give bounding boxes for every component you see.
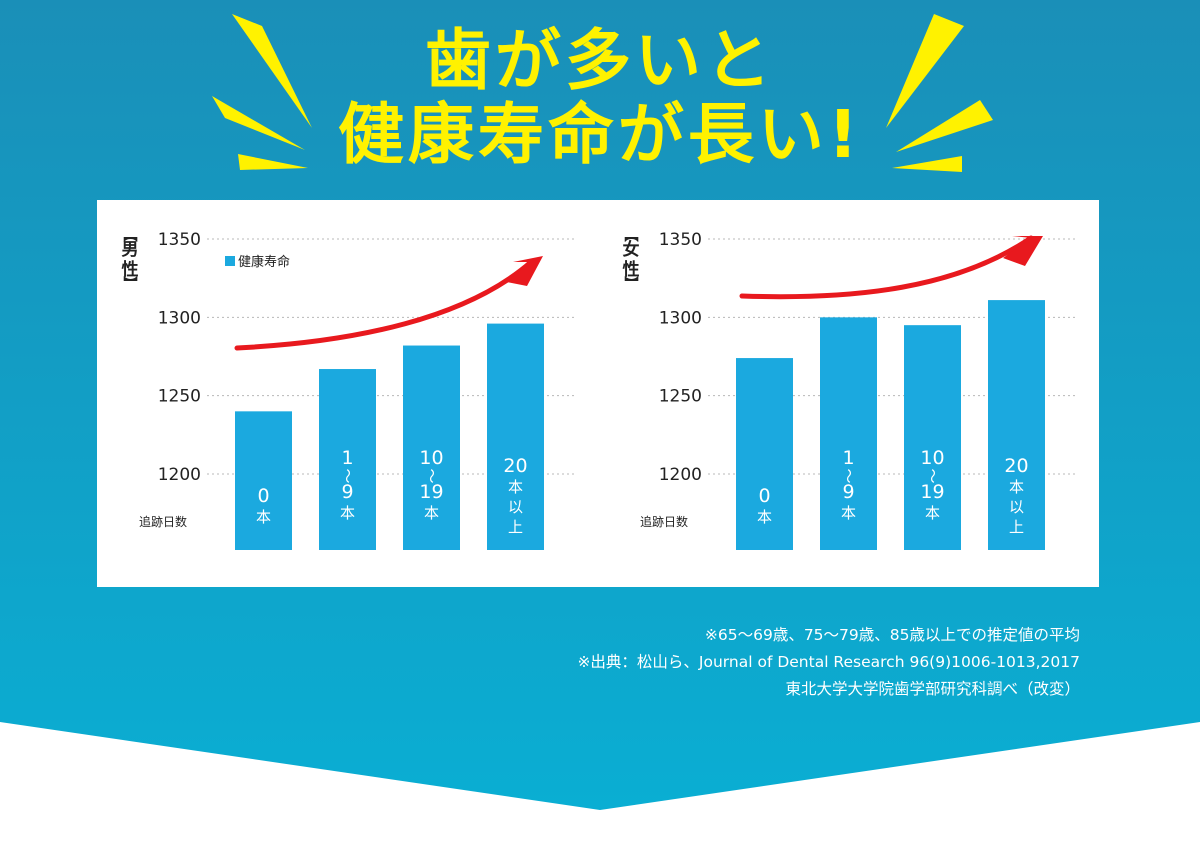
bar [820,317,877,550]
bar [736,358,793,550]
bar-category-label: 0 [758,485,770,507]
y-tick-label: 1250 [158,387,201,407]
bar-category-label: 本 [1009,478,1024,496]
y-tick-label: 1350 [158,230,201,250]
bar-category-label: 9 [842,481,854,503]
bar [319,369,376,550]
bar-category-label: 〜 [840,468,858,483]
bar-category-label: 9 [341,481,353,503]
y-axis-label: 追跡日数 [139,514,187,529]
bar [904,325,961,550]
trend-arrow-shaft [234,259,534,351]
chart-title-char: 性 [623,259,640,280]
bar-category-label: 本 [841,504,856,522]
bar-category-label: 本 [508,478,523,496]
bar-category-label: 本 [925,504,940,522]
bar-category-label: 0 [257,485,269,507]
bar-category-label: 〜 [339,468,357,483]
bar-category-label: 以 [508,498,523,516]
chart-title-char: 【 [622,228,638,242]
charts-svg: 1200125013001350【男性】追跡日数健康寿命0本1〜9本10〜19本… [121,228,1075,550]
bar-category-label: 〜 [423,468,441,483]
y-tick-label: 1200 [659,465,702,485]
bar [235,411,292,550]
trend-arrow-shaft [739,235,1034,300]
y-tick-label: 1300 [659,308,702,328]
y-tick-label: 1350 [659,230,702,250]
bar-category-label: 上 [1009,518,1024,536]
chart-title-char: 女 [623,239,640,260]
bar-category-label: 10 [920,447,944,469]
bar-category-label: 〜 [924,468,942,483]
bar-category-label: 20 [503,455,527,477]
bar-category-label: 本 [340,504,355,522]
bar-category-label: 19 [419,481,443,503]
chart-panel: 1200 1250 1300 1350 【男性】追跡日数 健康寿命 0 本 1 〜 9 本 10 〜 19 本… [97,200,1099,587]
bar-category-label: 1 [842,447,854,469]
chart-title-char: 性 [122,259,139,280]
bar-category-label: 10 [419,447,443,469]
bar-category-label: 19 [920,481,944,503]
headline-line-1: 歯が多いと [425,22,775,99]
bar-category-label: 以 [1009,498,1024,516]
chart-title-char: 】 [622,276,638,290]
chart-title-char: 【 [121,228,137,242]
y-tick-label: 1250 [659,387,702,407]
bar [988,300,1045,550]
footnote-credit: 東北大学大学院歯学部研究科調べ（改変） [785,680,1080,698]
burst-rays-right [886,14,993,172]
bar-category-label: 本 [757,508,772,526]
y-tick-label: 1300 [158,308,201,328]
bar [403,345,460,550]
bar-category-label: 本 [424,504,439,522]
footnote-source: ※出典：松山ら、Journal of Dental Research 96(9)… [577,653,1080,671]
bar [487,323,544,550]
chart-male: 1200125013001350【男性】追跡日数健康寿命0本1〜9本10〜19本… [121,228,575,550]
bar-category-label: 1 [341,447,353,469]
burst-rays-left [212,14,312,170]
chart-female: 1200125013001350【女性】追跡日数0本1〜9本10〜19本20本以… [622,228,1075,550]
trend-arrow-head [1003,236,1043,266]
footnote-average: ※65〜69歳、75〜79歳、85歳以上での推定値の平均 [704,626,1080,644]
y-axis-label: 追跡日数 [640,514,688,529]
y-tick-label: 1200 [158,465,201,485]
legend-swatch [225,256,235,266]
bar-category-label: 本 [256,508,271,526]
chart-title-char: 男 [122,240,139,260]
trend-arrow-head [507,256,543,286]
bar-category-label: 20 [1004,455,1028,477]
chart-title-char: 】 [121,276,137,290]
footnotes: ※65〜69歳、75〜79歳、85歳以上での推定値の平均 ※出典：松山ら、Jou… [577,622,1080,703]
bar-category-label: 上 [508,518,523,536]
legend-label: 健康寿命 [238,254,290,270]
headline-line-2: 健康寿命が長い! [337,96,863,173]
